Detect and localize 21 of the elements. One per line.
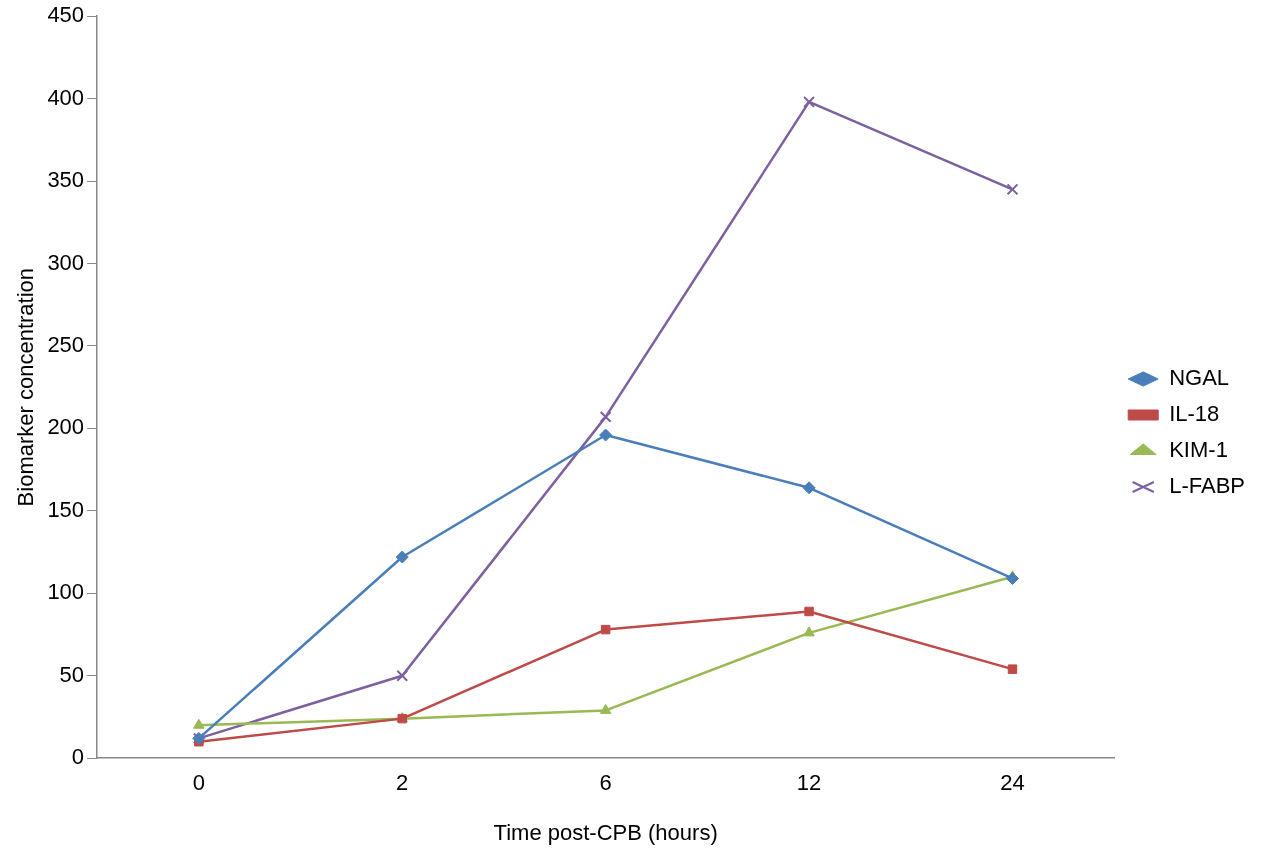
y-tick-label: 300 bbox=[47, 249, 85, 275]
x-tick-label: 6 bbox=[599, 770, 612, 796]
x-tick-label: 24 bbox=[1000, 770, 1025, 796]
y-axis-title: Biomarker concentration bbox=[13, 267, 39, 507]
y-tick-label: 250 bbox=[47, 332, 85, 358]
y-tick-label: 350 bbox=[47, 167, 85, 193]
y-tick-label: 50 bbox=[59, 661, 85, 687]
legend-label: KIM-1 bbox=[1169, 437, 1228, 463]
legend-label: IL-18 bbox=[1169, 401, 1220, 427]
y-tick-label: 0 bbox=[71, 744, 85, 770]
y-tick-label: 100 bbox=[47, 579, 85, 605]
y-tick-label: 450 bbox=[47, 2, 85, 28]
x-tick-label: 2 bbox=[396, 770, 409, 796]
y-tick-label: 150 bbox=[47, 496, 85, 522]
x-tick-label: 12 bbox=[796, 770, 822, 796]
x-axis-title: Time post-CPB (hours) bbox=[493, 819, 718, 845]
legend-label: L-FABP bbox=[1169, 473, 1245, 499]
x-tick-label: 0 bbox=[192, 770, 205, 796]
legend-label: NGAL bbox=[1169, 365, 1230, 391]
y-tick-label: 400 bbox=[47, 84, 85, 110]
y-tick-label: 200 bbox=[47, 414, 85, 440]
